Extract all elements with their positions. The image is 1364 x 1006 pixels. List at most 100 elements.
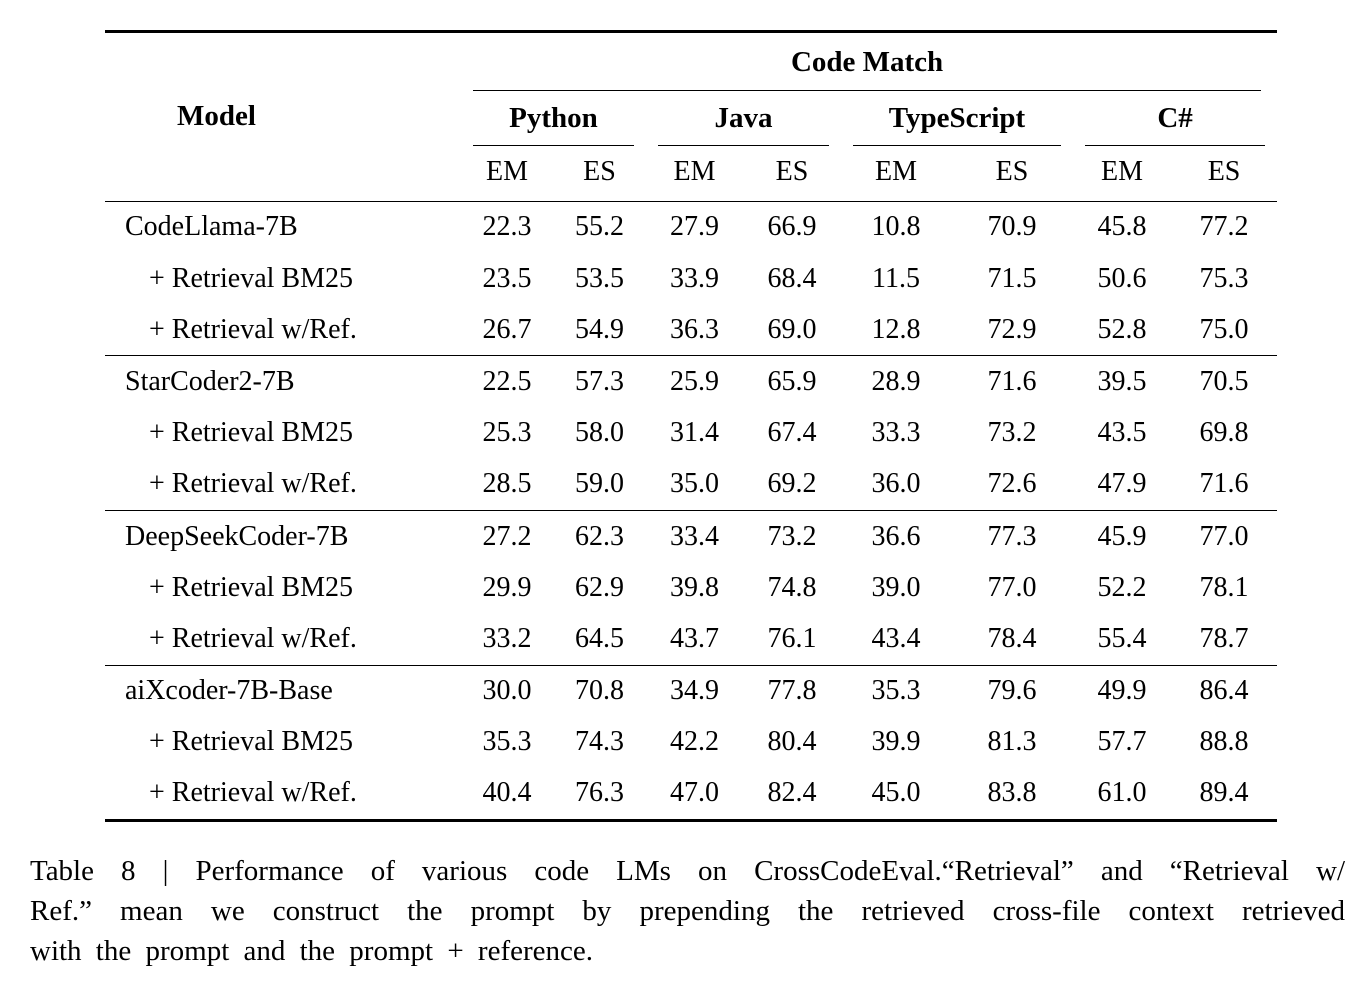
value-cell: 49.9 <box>1097 675 1147 707</box>
table-row: + Retrieval w/Ref. 40.4 76.3 47.0 82.4 4… <box>105 768 1277 821</box>
value-cell: 79.6 <box>987 675 1037 707</box>
table-row: aiXcoder-7B-Base 30.0 70.8 34.9 77.8 35.… <box>105 665 1277 717</box>
metric-header: EM <box>841 145 951 202</box>
value-cell: 28.5 <box>461 458 553 511</box>
value-cell: 43.5 <box>1097 417 1147 449</box>
metric-header: ES <box>743 145 841 202</box>
value-cell: 25.3 <box>482 417 532 449</box>
model-cell: + Retrieval w/Ref. <box>105 613 461 666</box>
model-cell: + Retrieval BM25 <box>149 571 353 603</box>
metric-header: EM <box>461 145 553 202</box>
value-cell: 71.5 <box>987 262 1037 294</box>
value-cell: 71.6 <box>1171 458 1278 511</box>
value-cell: 77.3 <box>987 520 1037 552</box>
value-cell: 66.9 <box>767 211 817 243</box>
value-cell: 55.4 <box>1073 613 1171 666</box>
value-cell: 45.8 <box>1097 211 1147 243</box>
value-cell: 27.2 <box>482 520 532 552</box>
value-cell: 71.6 <box>987 365 1037 397</box>
table-caption: Table 8 | Performance of various code LM… <box>30 851 1345 971</box>
value-cell: 42.2 <box>670 726 719 758</box>
model-column-header: Model <box>105 31 461 202</box>
value-cell: 77.0 <box>1199 520 1249 552</box>
value-cell: 39.0 <box>871 571 921 603</box>
value-cell: 83.8 <box>987 777 1037 809</box>
metric-header: ES <box>553 145 646 202</box>
value-cell: 35.3 <box>482 726 532 758</box>
model-cell: + Retrieval w/Ref. <box>149 777 357 809</box>
group-header-java: Java <box>646 91 841 146</box>
model-cell: + Retrieval BM25 <box>149 726 353 758</box>
value-cell: 62.9 <box>575 571 624 603</box>
value-cell: 70.8 <box>575 675 624 707</box>
value-cell: 33.2 <box>461 613 553 666</box>
caption-line: Table 8 | Performance of various code LM… <box>30 855 1345 888</box>
model-cell: StarCoder2-7B <box>125 365 295 397</box>
value-cell: 77.0 <box>987 571 1037 603</box>
value-cell: 39.9 <box>871 726 921 758</box>
value-cell: 69.2 <box>743 458 841 511</box>
value-cell: 62.3 <box>575 520 624 552</box>
value-cell: 59.0 <box>553 458 646 511</box>
value-cell: 35.3 <box>871 675 921 707</box>
value-cell: 11.5 <box>872 262 920 294</box>
table-row: + Retrieval BM25 35.3 74.3 42.2 80.4 39.… <box>105 717 1277 768</box>
value-cell: 55.2 <box>575 211 624 243</box>
value-cell: 72.9 <box>951 304 1073 357</box>
value-cell: 78.4 <box>951 613 1073 666</box>
metric-header: EM <box>646 145 743 202</box>
header-row-languages: Python Java TypeScript C# <box>105 91 1277 146</box>
value-cell: 77.8 <box>767 675 817 707</box>
value-cell: 64.5 <box>553 613 646 666</box>
code-match-header: Code Match <box>473 46 1262 92</box>
value-cell: 54.9 <box>553 304 646 357</box>
header-row-metrics: EM ES EM ES EM ES EM ES <box>105 145 1278 202</box>
value-cell: 28.9 <box>871 365 921 397</box>
value-cell: 45.0 <box>871 777 921 809</box>
value-cell: 76.3 <box>575 777 624 809</box>
value-cell: 89.4 <box>1199 777 1249 809</box>
table-row: CodeLlama-7B 22.3 55.2 27.9 66.9 10.8 70… <box>105 201 1277 253</box>
value-cell: 69.8 <box>1199 417 1249 449</box>
model-cell: + Retrieval BM25 <box>149 417 353 449</box>
value-cell: 29.9 <box>482 571 532 603</box>
value-cell: 65.9 <box>767 365 817 397</box>
value-cell: 25.9 <box>670 365 719 397</box>
value-cell: 72.6 <box>951 458 1073 511</box>
header-row-span: Model Code Match <box>105 31 1277 202</box>
model-cell: + Retrieval BM25 <box>149 262 353 294</box>
value-cell: 36.0 <box>841 458 951 511</box>
value-cell: 36.6 <box>871 520 921 552</box>
value-cell: 76.1 <box>743 613 841 666</box>
value-cell: 27.9 <box>670 211 719 243</box>
value-cell: 47.0 <box>670 777 719 809</box>
value-cell: 75.3 <box>1199 262 1249 294</box>
model-cell: aiXcoder-7B-Base <box>125 675 333 707</box>
value-cell: 43.7 <box>646 613 743 666</box>
table-row: DeepSeekCoder-7B 27.2 62.3 33.4 73.2 36.… <box>105 511 1277 563</box>
value-cell: 26.7 <box>461 304 553 357</box>
value-cell: 30.0 <box>482 675 532 707</box>
value-cell: 36.3 <box>646 304 743 357</box>
value-cell: 73.2 <box>767 520 817 552</box>
model-cell: CodeLlama-7B <box>125 211 298 243</box>
model-cell: DeepSeekCoder-7B <box>125 520 349 552</box>
group-header-csharp: C# <box>1073 91 1277 146</box>
group-header-python: Python <box>461 91 646 146</box>
value-cell: 31.4 <box>670 417 719 449</box>
table-row: + Retrieval w/Ref. 28.5 59.0 35.0 69.2 3… <box>105 458 1278 511</box>
model-cell: + Retrieval w/Ref. <box>105 304 461 357</box>
value-cell: 50.6 <box>1097 262 1147 294</box>
value-cell: 70.9 <box>987 211 1037 243</box>
value-cell: 61.0 <box>1097 777 1147 809</box>
table-row: + Retrieval BM25 25.3 58.0 31.4 67.4 33.… <box>105 408 1277 459</box>
table-row: StarCoder2-7B 22.5 57.3 25.9 65.9 28.9 7… <box>105 356 1277 408</box>
value-cell: 39.5 <box>1097 365 1147 397</box>
table-row: + Retrieval BM25 29.9 62.9 39.8 74.8 39.… <box>105 562 1277 613</box>
table-row: + Retrieval BM25 23.5 53.5 33.9 68.4 11.… <box>105 253 1277 304</box>
value-cell: 52.8 <box>1073 304 1171 357</box>
value-cell: 33.3 <box>871 417 921 449</box>
value-cell: 81.3 <box>987 726 1037 758</box>
results-table: Model Code Match Python Java TypeScript … <box>105 30 1278 823</box>
